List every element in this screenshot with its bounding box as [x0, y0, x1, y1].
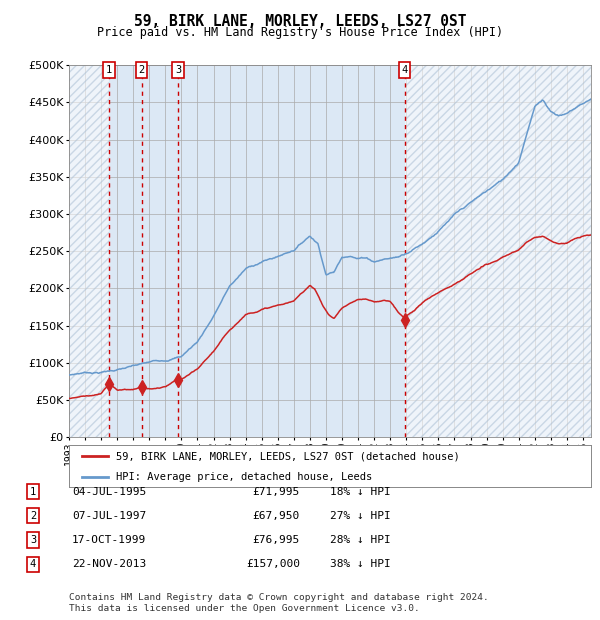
Text: 22-NOV-2013: 22-NOV-2013 [72, 559, 146, 569]
Text: 3: 3 [30, 535, 36, 545]
Text: 3: 3 [175, 65, 181, 75]
Bar [69, 65, 109, 437]
Text: £157,000: £157,000 [246, 559, 300, 569]
Text: HPI: Average price, detached house, Leeds: HPI: Average price, detached house, Leed… [116, 472, 372, 482]
Text: 4: 4 [30, 559, 36, 569]
Bar [404, 65, 591, 437]
Text: 2: 2 [139, 65, 145, 75]
Text: 38% ↓ HPI: 38% ↓ HPI [330, 559, 391, 569]
Text: 1: 1 [106, 65, 112, 75]
Text: 2: 2 [30, 511, 36, 521]
Text: Contains HM Land Registry data © Crown copyright and database right 2024.
This d: Contains HM Land Registry data © Crown c… [69, 593, 489, 613]
Text: 1: 1 [30, 487, 36, 497]
Text: Price paid vs. HM Land Registry's House Price Index (HPI): Price paid vs. HM Land Registry's House … [97, 26, 503, 39]
Text: 4: 4 [401, 65, 407, 75]
Text: 04-JUL-1995: 04-JUL-1995 [72, 487, 146, 497]
Text: 18% ↓ HPI: 18% ↓ HPI [330, 487, 391, 497]
Text: £71,995: £71,995 [253, 487, 300, 497]
Text: 17-OCT-1999: 17-OCT-1999 [72, 535, 146, 545]
Text: 59, BIRK LANE, MORLEY, LEEDS, LS27 0ST (detached house): 59, BIRK LANE, MORLEY, LEEDS, LS27 0ST (… [116, 451, 460, 461]
Text: 27% ↓ HPI: 27% ↓ HPI [330, 511, 391, 521]
Text: 59, BIRK LANE, MORLEY, LEEDS, LS27 0ST: 59, BIRK LANE, MORLEY, LEEDS, LS27 0ST [134, 14, 466, 29]
Text: 07-JUL-1997: 07-JUL-1997 [72, 511, 146, 521]
Text: £76,995: £76,995 [253, 535, 300, 545]
Text: 28% ↓ HPI: 28% ↓ HPI [330, 535, 391, 545]
Text: £67,950: £67,950 [253, 511, 300, 521]
